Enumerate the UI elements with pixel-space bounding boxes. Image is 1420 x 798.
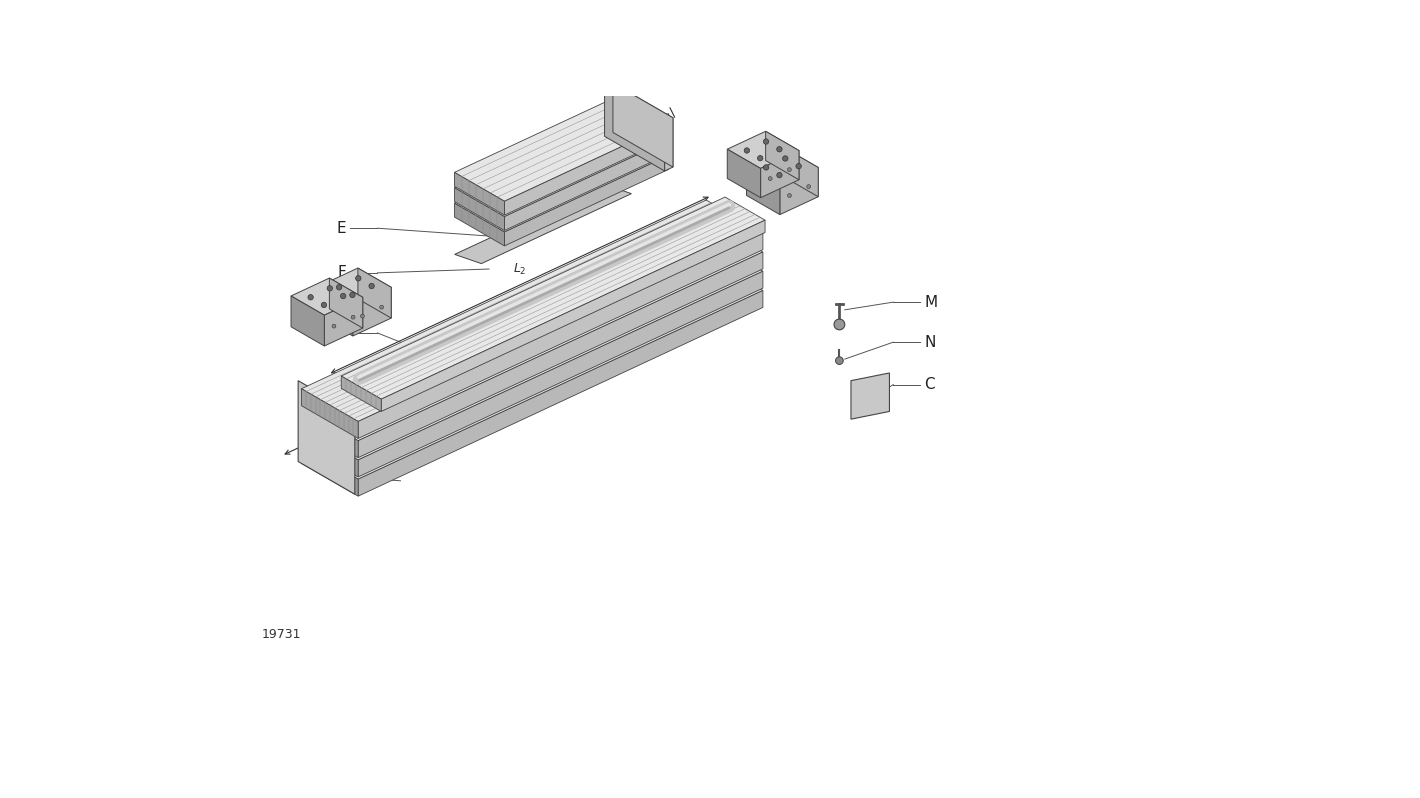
Circle shape: [332, 324, 337, 328]
Circle shape: [351, 315, 355, 319]
Polygon shape: [454, 96, 669, 201]
Polygon shape: [301, 447, 358, 496]
Polygon shape: [358, 233, 763, 438]
Polygon shape: [780, 168, 818, 215]
Text: F: F: [338, 266, 346, 280]
Polygon shape: [504, 124, 669, 215]
Text: O: O: [335, 431, 346, 446]
Text: $L_1$: $L_1$: [579, 126, 594, 141]
Polygon shape: [381, 220, 765, 412]
Circle shape: [782, 156, 788, 161]
Text: G: G: [335, 326, 346, 341]
Polygon shape: [341, 376, 381, 412]
Polygon shape: [851, 373, 889, 419]
Text: 19731: 19731: [261, 628, 301, 642]
Polygon shape: [454, 188, 504, 231]
Polygon shape: [291, 278, 362, 315]
Polygon shape: [320, 268, 392, 305]
Polygon shape: [761, 151, 799, 198]
Circle shape: [369, 283, 375, 289]
Circle shape: [764, 164, 768, 170]
Polygon shape: [358, 268, 392, 318]
Polygon shape: [301, 200, 763, 421]
Circle shape: [807, 184, 811, 188]
Polygon shape: [454, 172, 504, 215]
Polygon shape: [352, 287, 392, 336]
Polygon shape: [454, 127, 669, 232]
Polygon shape: [329, 278, 362, 328]
Polygon shape: [665, 118, 673, 171]
Polygon shape: [785, 148, 818, 197]
Circle shape: [757, 156, 763, 161]
Circle shape: [361, 314, 365, 318]
Circle shape: [744, 148, 750, 153]
Text: B: B: [337, 412, 346, 427]
Text: D: D: [335, 389, 346, 404]
Circle shape: [327, 286, 332, 291]
Polygon shape: [504, 140, 669, 231]
Text: H: H: [335, 472, 346, 487]
Circle shape: [341, 294, 346, 298]
Text: E: E: [337, 221, 346, 235]
Polygon shape: [605, 87, 665, 171]
Polygon shape: [301, 408, 358, 458]
Circle shape: [788, 168, 791, 172]
Polygon shape: [301, 389, 358, 438]
Circle shape: [764, 139, 768, 144]
Circle shape: [777, 147, 782, 152]
Polygon shape: [358, 290, 763, 496]
Polygon shape: [301, 219, 763, 440]
Circle shape: [777, 172, 782, 178]
Polygon shape: [747, 148, 818, 185]
Circle shape: [308, 294, 314, 300]
Text: C: C: [924, 377, 934, 392]
Circle shape: [834, 319, 845, 330]
Circle shape: [788, 194, 791, 197]
Circle shape: [797, 164, 801, 169]
Polygon shape: [765, 132, 799, 180]
Circle shape: [355, 275, 361, 281]
Text: M: M: [924, 294, 937, 310]
Text: A: A: [337, 448, 346, 464]
Circle shape: [835, 357, 843, 365]
Polygon shape: [454, 184, 632, 263]
Circle shape: [768, 176, 772, 180]
Polygon shape: [727, 132, 799, 168]
Circle shape: [321, 302, 327, 308]
Polygon shape: [324, 298, 362, 346]
Polygon shape: [341, 197, 765, 399]
Polygon shape: [291, 296, 324, 346]
Polygon shape: [454, 203, 504, 246]
Polygon shape: [301, 258, 763, 480]
Polygon shape: [727, 149, 761, 198]
Polygon shape: [747, 166, 780, 215]
Polygon shape: [301, 239, 763, 460]
Polygon shape: [504, 156, 669, 246]
Polygon shape: [320, 286, 352, 336]
Text: $L_2$: $L_2$: [513, 263, 527, 278]
Text: $L_2$: $L_2$: [477, 370, 491, 385]
Circle shape: [379, 306, 383, 309]
Circle shape: [337, 285, 342, 290]
Polygon shape: [454, 111, 669, 216]
Polygon shape: [358, 252, 763, 458]
Polygon shape: [298, 381, 355, 494]
Polygon shape: [301, 427, 358, 477]
Polygon shape: [358, 271, 763, 477]
Polygon shape: [605, 83, 673, 122]
Polygon shape: [613, 83, 673, 167]
Circle shape: [349, 292, 355, 298]
Text: N: N: [924, 334, 936, 350]
